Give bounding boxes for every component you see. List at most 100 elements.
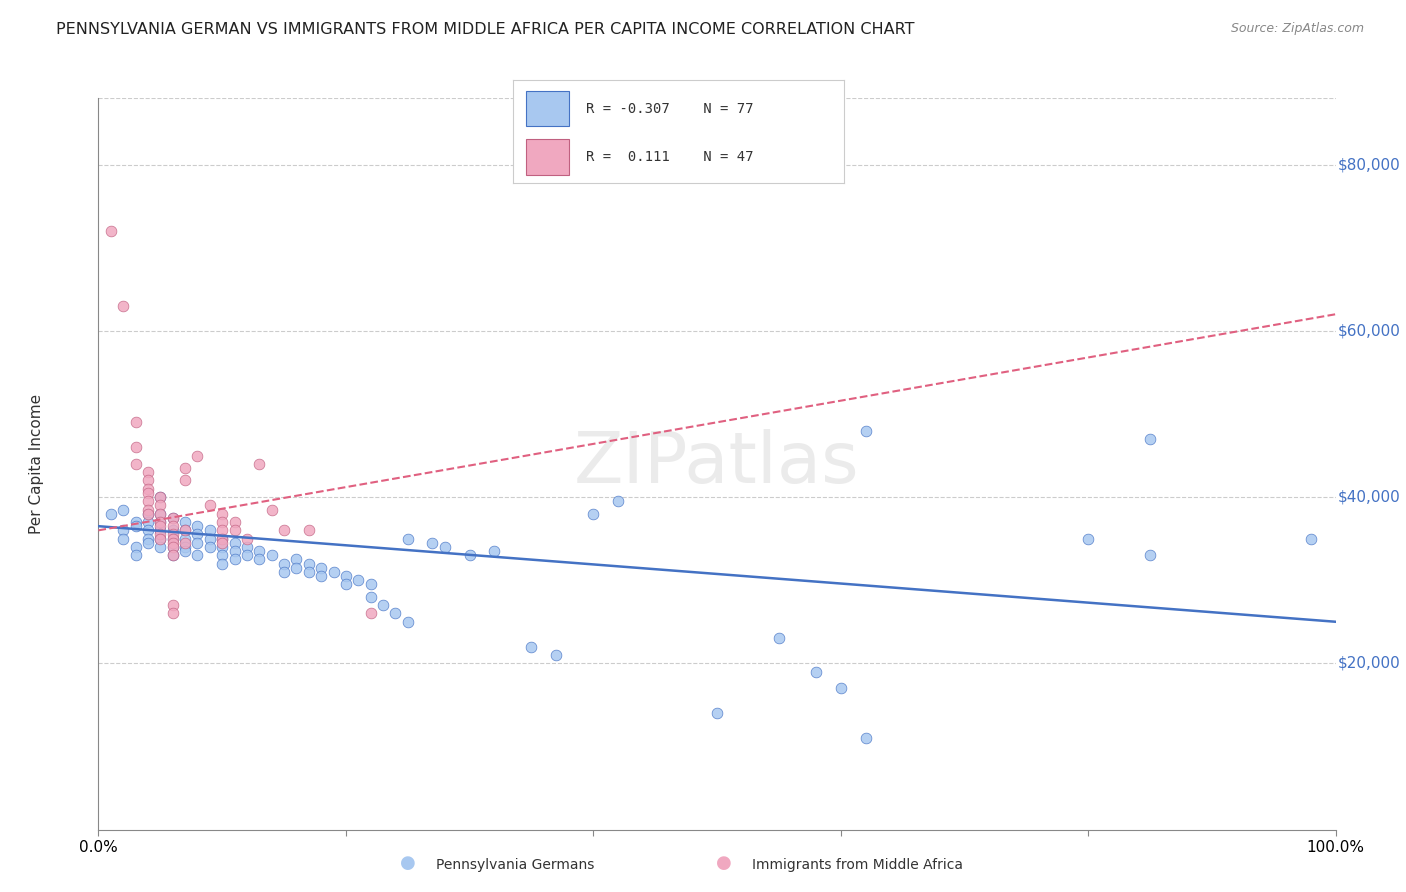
Point [360,590,382,604]
Point [136,532,159,546]
Point [236,532,259,546]
Point [136,524,159,538]
Point [124,515,146,529]
Point [224,536,246,550]
Text: Pennsylvania Germans: Pennsylvania Germans [436,858,595,872]
Text: R =  0.111    N = 47: R = 0.111 N = 47 [586,150,754,164]
Point [112,532,135,546]
Point [136,474,159,488]
Point [124,457,146,471]
Point [112,299,135,313]
Point [804,665,827,679]
Text: Immigrants from Middle Africa: Immigrants from Middle Africa [752,858,963,872]
Point [186,527,208,541]
Point [149,532,172,546]
Text: PENNSYLVANIA GERMAN VS IMMIGRANTS FROM MIDDLE AFRICA PER CAPITA INCOME CORRELATI: PENNSYLVANIA GERMAN VS IMMIGRANTS FROM M… [56,22,915,37]
Point [162,548,184,563]
Point [162,598,184,612]
Point [100,507,122,521]
Point [198,540,221,554]
Point [706,706,728,721]
Text: $40,000: $40,000 [1339,490,1400,505]
Point [124,540,146,554]
Point [309,560,332,574]
Point [136,465,159,479]
Point [1139,432,1161,446]
Point [298,524,321,538]
Point [149,507,172,521]
Point [198,532,221,546]
Text: Source: ZipAtlas.com: Source: ZipAtlas.com [1230,22,1364,36]
Point [162,536,184,550]
Point [124,440,146,454]
Bar [526,139,569,175]
Point [384,607,406,621]
Point [149,490,172,504]
Bar [526,91,569,127]
Point [260,548,283,563]
Point [162,540,184,554]
Point [149,490,172,504]
Point [607,494,630,508]
Point [174,524,197,538]
Point [112,502,135,516]
Point [186,548,208,563]
Point [174,540,197,554]
Point [136,536,159,550]
Text: $60,000: $60,000 [1339,324,1400,338]
Point [149,532,172,546]
Point [124,519,146,533]
Point [211,548,233,563]
Text: ●: ● [716,855,733,872]
Point [211,532,233,546]
Point [360,607,382,621]
Point [162,532,184,546]
Point [174,515,197,529]
Point [211,524,233,538]
Point [136,486,159,500]
Point [186,536,208,550]
Point [224,544,246,558]
Point [149,524,172,538]
Point [768,632,790,646]
Point [174,544,197,558]
Text: ZIPatlas: ZIPatlas [574,429,860,499]
Point [396,532,419,546]
Point [186,519,208,533]
Point [236,548,259,563]
Point [174,536,197,550]
Point [371,598,394,612]
Point [273,557,295,571]
Point [136,515,159,529]
Point [149,515,172,529]
Point [298,557,321,571]
Point [136,507,159,521]
Point [149,519,172,533]
Text: Per Capita Income: Per Capita Income [30,393,44,534]
Point [149,499,172,513]
Point [211,536,233,550]
Point [309,569,332,583]
Point [273,565,295,579]
Point [322,565,344,579]
Point [136,494,159,508]
Point [396,615,419,629]
Point [335,577,357,591]
Point [162,511,184,525]
Point [236,540,259,554]
Point [433,540,456,554]
Point [100,224,122,238]
Point [162,532,184,546]
Point [211,540,233,554]
Point [247,457,270,471]
Point [247,552,270,566]
Point [347,573,370,587]
Point [360,577,382,591]
Point [112,524,135,538]
Point [149,515,172,529]
Point [211,515,233,529]
Point [149,527,172,541]
Point [273,524,295,538]
Point [1139,548,1161,563]
Point [162,519,184,533]
